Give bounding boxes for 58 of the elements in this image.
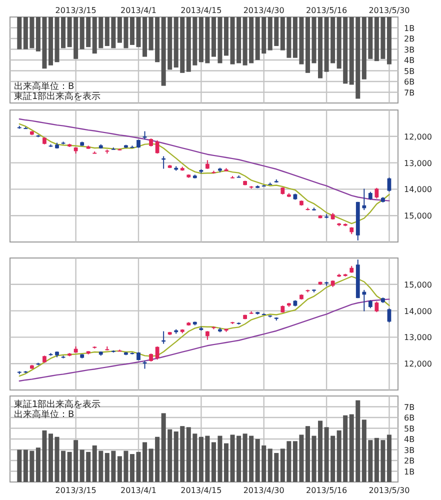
candlestick [362,289,366,312]
annotation: 出来高単位：B [14,81,74,92]
annotation: 出来高単位：B [14,409,74,420]
y-tick-label: 13,000 [404,333,432,342]
x-tick-label: 2013/4/15 [180,486,222,495]
y-tick-label: 7B [404,402,415,412]
annotation: 東証1部出来高を表示 [14,399,101,410]
bar [386,434,392,482]
x-tick-label: 2013/5/16 [306,6,348,15]
x-tick-label: 2013/4/30 [243,486,284,495]
line-series [18,298,390,382]
candlestick [155,346,160,360]
y-tick-label: 7B [404,88,415,98]
x-tick-label: 2013/4/30 [243,6,284,15]
x-tick-label: 2013/5/30 [368,6,410,15]
candlestick [362,188,366,211]
bar [48,17,53,66]
line-series [18,276,390,377]
y-tick-label: 15,000 [404,280,432,290]
bar [386,17,392,64]
bar [48,434,53,482]
y-tick-label: 3B [404,446,415,455]
bar [17,17,22,50]
y-tick-label: 4B [404,56,415,65]
bar [224,17,229,56]
line-series [18,118,390,202]
y-tick-label: 12,000 [404,132,432,142]
candlestick [387,308,392,323]
y-tick-label: 4B [404,435,415,444]
x-tick-label: 2013/5/30 [368,486,410,495]
bar [224,443,229,482]
y-tick-label: 1B [404,24,415,33]
y-tick-label: 14,000 [404,306,432,316]
candlestick [374,301,379,313]
x-tick-label: 2013/3/15 [55,486,96,495]
bar [17,450,22,482]
y-tick-label: 2B [404,456,415,466]
y-tick-label: 6B [404,414,415,422]
y-tick-label: 14,000 [404,185,432,194]
y-tick-label: 2B [404,34,415,44]
y-tick-label: 15,000 [404,212,432,221]
y-tick-label: 1B [404,467,415,476]
line-series [18,123,390,224]
y-tick-label: 13,000 [404,158,432,168]
y-tick-label: 3B [404,45,415,54]
x-tick-label: 2013/5/16 [306,486,348,495]
candlestick [155,140,160,154]
x-tick-label: 2013/3/15 [55,6,96,15]
y-tick-label: 6B [404,78,415,86]
y-tick-label: 5B [404,66,415,76]
candlestick [374,187,379,199]
x-tick-label: 2013/4/15 [180,6,222,15]
x-tick-label: 2013/4/1 [120,6,156,15]
y-tick-label: 5B [404,424,415,434]
candlestick [387,177,392,192]
y-tick-label: 12,000 [404,360,432,369]
annotation: 東証1部出来高を表示 [14,91,101,102]
x-tick-label: 2013/4/1 [120,486,156,495]
